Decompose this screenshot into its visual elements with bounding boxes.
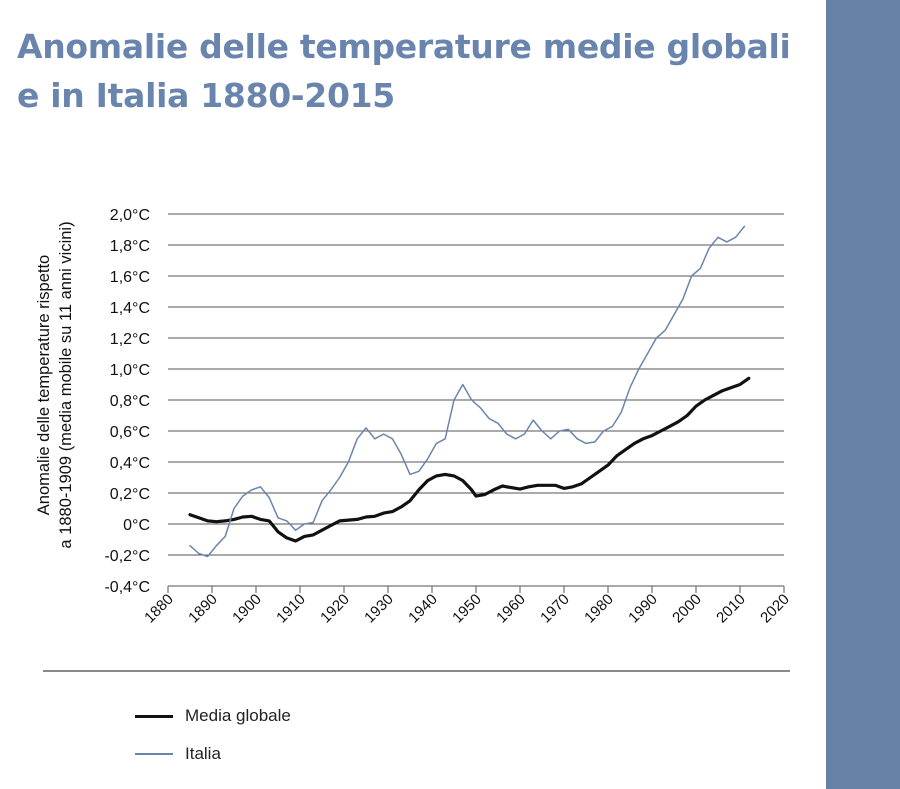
legend-label-global: Media globale: [185, 706, 291, 725]
x-tick-label: 1910: [273, 591, 309, 627]
x-tick-label: 1960: [493, 591, 529, 627]
x-tick-label: 2020: [757, 591, 793, 627]
y-tick-label: 0°C: [123, 517, 150, 534]
y-tick-label: 0,6°C: [110, 424, 150, 441]
y-tick-label: 0,8°C: [110, 393, 150, 410]
x-tick-labels: 1880 1890 1900 1910 1920 1930 1940 1950 1960 1970…: [141, 586, 793, 626]
y-axis-label: Anomalie delle temperature rispetto a 18…: [35, 221, 75, 548]
x-tick-label: 1900: [229, 591, 265, 627]
x-tick-label: 2010: [713, 591, 749, 627]
y-tick-label: 1,4°C: [110, 300, 150, 317]
y-tick-label: 0,2°C: [110, 486, 150, 503]
y-tick-label: 2,0°C: [110, 207, 150, 224]
temperature-anomaly-chart: -0,4°C -0,2°C 0°C 0,2°C 0,4°C 0,6°C 0,8°C 1,0°C…: [35, 207, 793, 672]
y-tick-label: 1,8°C: [110, 238, 150, 255]
side-band: [826, 0, 900, 789]
y-tick-label: 1,0°C: [110, 362, 150, 379]
grid-lines: [168, 213, 784, 587]
legend-swatch-italia: [135, 753, 173, 755]
series-line-italia: [189, 225, 746, 558]
y-tick-label: 0,4°C: [110, 455, 150, 472]
series-lines: [188, 225, 751, 558]
x-tick-label: 1970: [537, 591, 573, 627]
legend-swatch-global: [135, 714, 173, 718]
y-axis-label-line-1: Anomalie delle temperature rispetto: [35, 255, 53, 515]
y-tick-labels: -0,4°C -0,2°C 0°C 0,2°C 0,4°C 0,6°C 0,8°C 1,0°C…: [104, 207, 150, 596]
page-title: Anomalie delle temperature medie globali…: [17, 22, 807, 120]
y-axis-label-line-2: a 1880-1909 (media mobile su 11 anni vic…: [57, 221, 75, 548]
y-tick-label: 1,6°C: [110, 269, 150, 286]
legend-item-global: Media globale: [135, 704, 291, 728]
title-line-2: e in Italia 1880-2015: [17, 76, 395, 115]
x-tick-label: 1930: [361, 591, 397, 627]
legend-item-italia: Italia: [135, 742, 221, 766]
y-tick-label: 1,2°C: [110, 331, 150, 348]
series-line-global: [188, 376, 751, 543]
legend-label-italia: Italia: [185, 744, 221, 763]
y-tick-label: -0,2°C: [104, 548, 150, 565]
x-tick-label: 1890: [185, 591, 221, 627]
x-tick-label: 1990: [625, 591, 661, 627]
title-line-1: Anomalie delle temperature medie globali: [17, 27, 791, 66]
x-tick-label: 1880: [141, 591, 177, 627]
x-tick-label: 1950: [449, 591, 485, 627]
x-tick-label: 1980: [581, 591, 617, 627]
x-tick-label: 1920: [317, 591, 353, 627]
y-tick-label: -0,4°C: [104, 579, 150, 596]
x-tick-label: 1940: [405, 591, 441, 627]
x-tick-label: 2000: [669, 591, 705, 627]
